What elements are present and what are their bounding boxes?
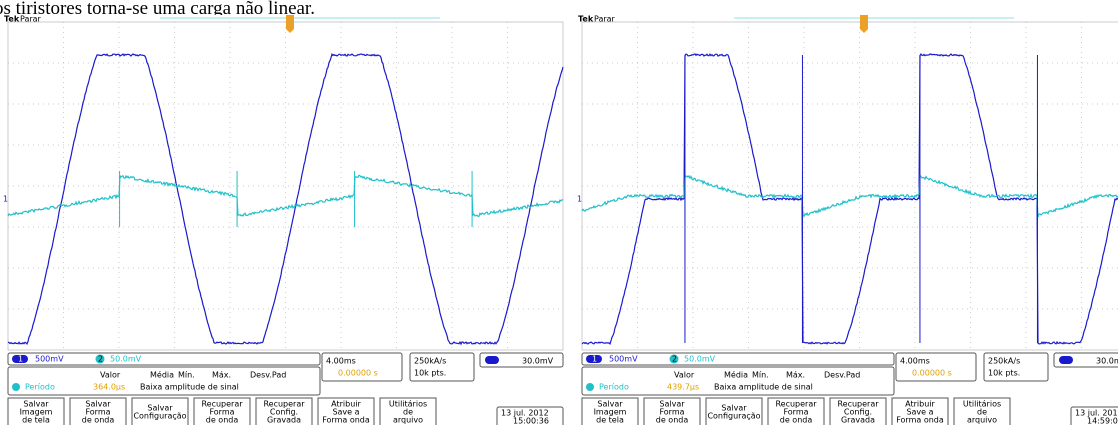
trigger-position: 0.00000 s (338, 369, 378, 378)
menu-label: de onda (780, 416, 813, 425)
ground-marker: 1 (3, 195, 8, 204)
menu-label: arquivo (967, 416, 997, 425)
timebase: 4.00ms (900, 357, 930, 366)
trigger-ch (1059, 356, 1073, 364)
menu-label: Forma onda (896, 416, 944, 425)
trigger-level: 30.0mV (1096, 357, 1118, 366)
menu-label: arquivo (393, 416, 423, 425)
measure-header: Valor (674, 371, 695, 380)
menu-label: Gravada (841, 416, 875, 425)
menu-label: Forma onda (322, 416, 370, 425)
page: os tiristores torna-se uma carga não lin… (0, 0, 1118, 425)
ch1-scale: 500mV (609, 355, 638, 364)
menu-label: de onda (206, 416, 239, 425)
ch2-badge (12, 383, 20, 391)
menu-label: Gravada (267, 416, 301, 425)
measure-header: Mín. (178, 371, 195, 380)
measure-note: Baixa amplitude de sinal (714, 383, 813, 392)
measure-value: 364.0µs (93, 383, 125, 392)
measure-header: Média (724, 370, 748, 380)
sample-rate: 250kA/s (988, 357, 1020, 366)
menu-label: Configuração (133, 412, 186, 421)
sample-rate: 250kA/s (414, 357, 446, 366)
menu-label: de tela (596, 416, 624, 425)
time: 14:59:00 (1087, 417, 1118, 425)
menu-label: de onda (82, 416, 115, 425)
trigger-position: 0.00000 s (912, 369, 952, 378)
menu-label: de tela (22, 416, 50, 425)
record-length: 10k pts. (414, 369, 446, 378)
measure-header: Média (150, 370, 174, 380)
measure-header: Mín. (752, 371, 769, 380)
ground-marker: 1 (577, 195, 582, 204)
measure-header: Máx. (212, 371, 231, 380)
ch1-label: 1 (592, 355, 597, 364)
ch2-label: 2 (98, 355, 103, 364)
measure-value: 439.7µs (667, 383, 699, 392)
trigger-ch (485, 356, 499, 364)
ch2-scale: 50.0mV (110, 355, 142, 364)
measure-name: Período (599, 383, 629, 392)
measure-note: Baixa amplitude de sinal (140, 383, 239, 392)
menu-label: Configuração (707, 412, 760, 421)
trigger-level: 30.0mV (522, 357, 554, 366)
record-length: 10k pts. (988, 369, 1020, 378)
measure-name: Período (25, 383, 55, 392)
ch2-scale: 50.0mV (684, 355, 716, 364)
ch2-badge (586, 383, 594, 391)
timebase: 4.00ms (326, 357, 356, 366)
measure-header: Desv.Pad (824, 371, 860, 380)
time: 15:00:36 (513, 417, 549, 425)
ch1-label: 1 (18, 355, 23, 364)
ch1-scale: 500mV (35, 355, 64, 364)
measure-header: Valor (100, 371, 121, 380)
measure-header: Máx. (786, 371, 805, 380)
menu-label: de onda (656, 416, 689, 425)
ch2-label: 2 (672, 355, 677, 364)
measure-header: Desv.Pad (250, 371, 286, 380)
